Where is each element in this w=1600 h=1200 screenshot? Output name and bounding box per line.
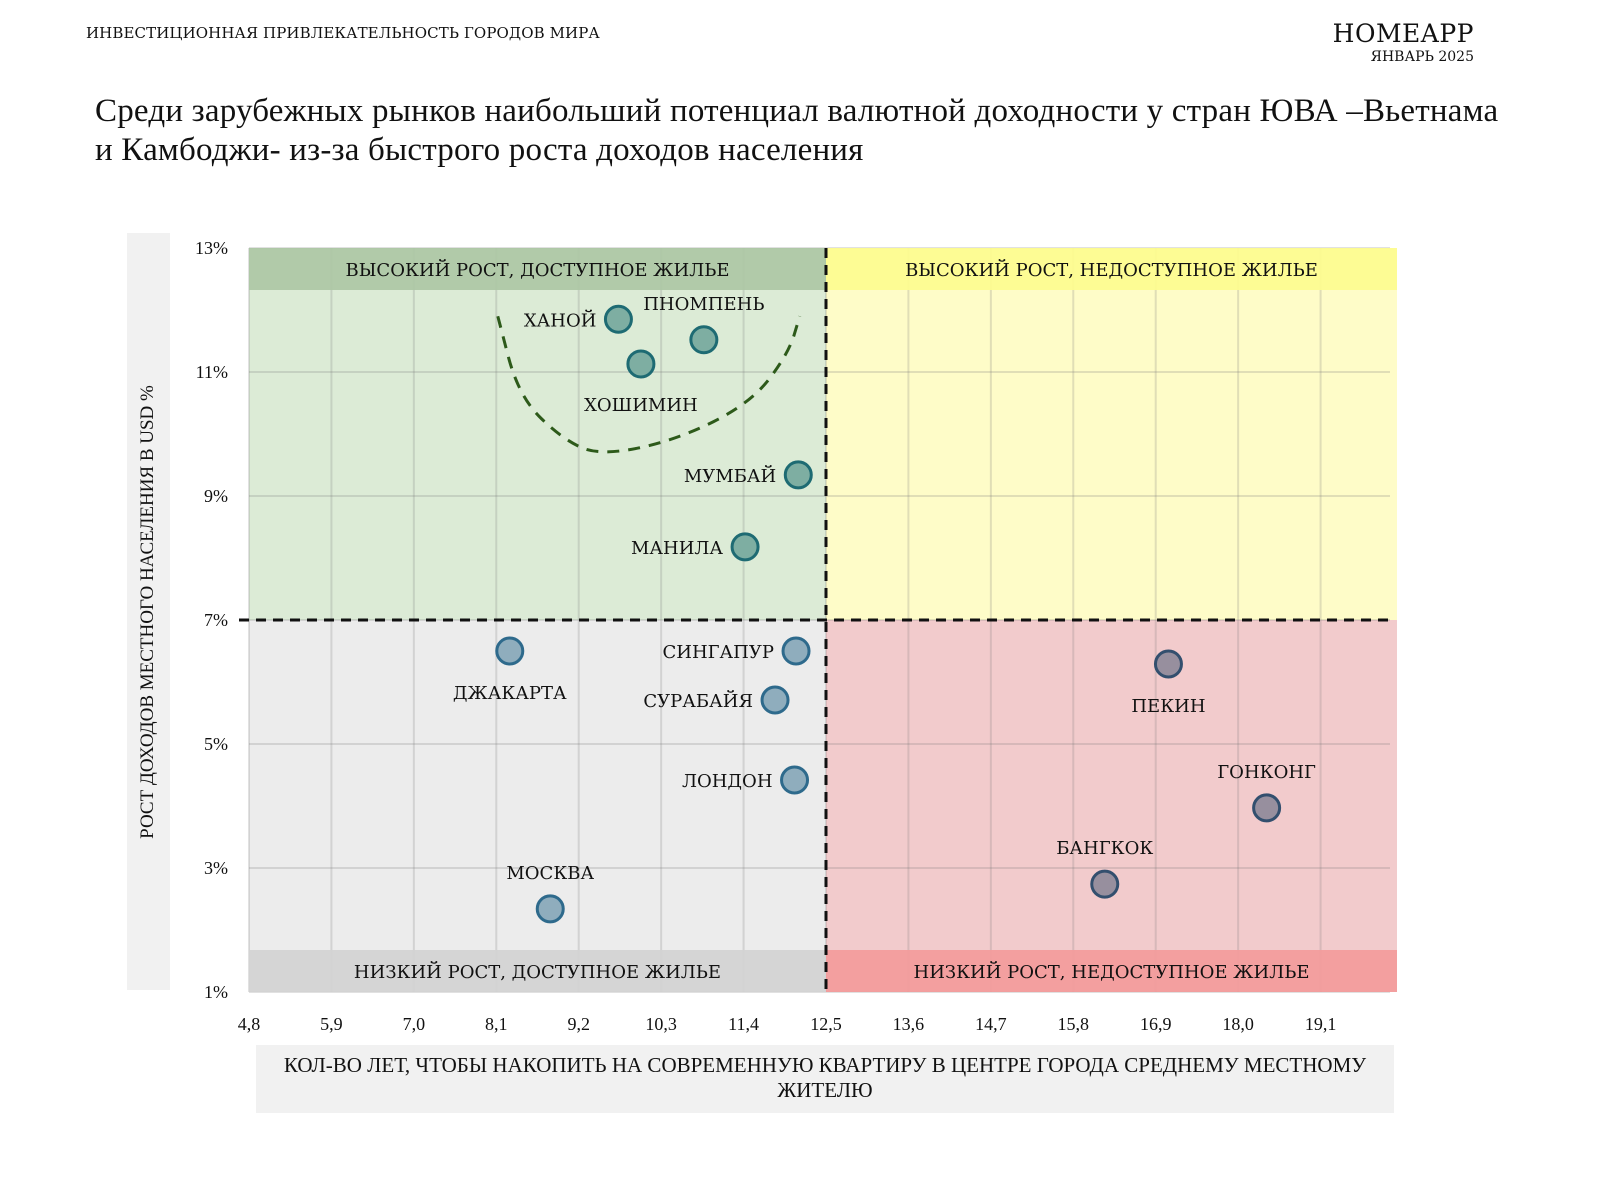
data-point — [495, 636, 525, 666]
data-point — [689, 325, 719, 355]
data-label: ГОНКОНГ — [1217, 762, 1316, 783]
data-point — [626, 349, 656, 379]
quadrant-top-left — [249, 248, 826, 620]
y-tick-label: 7% — [204, 610, 228, 630]
y-tick-label: 9% — [204, 486, 228, 506]
report-date: ЯНВАРЬ 2025 — [1370, 49, 1474, 65]
chart-title: Среди зарубежных рынков наибольший потен… — [95, 93, 1499, 168]
data-label: СУРАБАЙЯ — [643, 689, 753, 712]
x-tick-label: 10,3 — [645, 1014, 677, 1034]
y-axis-label-box — [127, 233, 170, 990]
data-point — [1153, 649, 1183, 679]
y-tick-label: 5% — [204, 734, 228, 754]
x-tick-label: 16,9 — [1140, 1014, 1172, 1034]
quadrant-bottom-right — [826, 620, 1397, 992]
data-point — [781, 636, 811, 666]
data-label: ХАНОЙ — [524, 308, 597, 331]
data-label: ХОШИМИН — [584, 395, 698, 416]
data-point — [1090, 869, 1120, 899]
x-tick-label: 15,8 — [1058, 1014, 1090, 1034]
data-point — [1252, 793, 1282, 823]
x-tick-label: 11,4 — [728, 1014, 759, 1034]
data-point — [603, 304, 633, 334]
x-tick-label: 9,2 — [567, 1014, 590, 1034]
data-point — [730, 532, 760, 562]
quadrant-label-top-left: ВЫСОКИЙ РОСТ, ДОСТУПНОЕ ЖИЛЬЕ — [345, 258, 729, 281]
brand-block: HOMEAPP ЯНВАРЬ 2025 — [1333, 20, 1474, 66]
quadrant-label-top-right: ВЫСОКИЙ РОСТ, НЕДОСТУПНОЕ ЖИЛЬЕ — [905, 258, 1318, 281]
data-label: МАНИЛА — [631, 538, 723, 559]
section-title: ИНВЕСТИЦИОННАЯ ПРИВЛЕКАТЕЛЬНОСТЬ ГОРОДОВ… — [86, 24, 600, 42]
data-label: МУМБАЙ — [684, 464, 776, 487]
data-label: ЛОНДОН — [682, 771, 773, 792]
brand-logo: HOMEAPP — [1332, 19, 1474, 48]
x-tick-label: 18,0 — [1222, 1014, 1254, 1034]
x-tick-label: 5,9 — [320, 1014, 343, 1034]
quadrant-band-bottom-right — [826, 950, 1397, 992]
x-tick-label: 4,8 — [238, 1014, 261, 1034]
data-point — [760, 685, 790, 715]
x-tick-label: 14,7 — [975, 1014, 1007, 1034]
data-label: ПНОМПЕНЬ — [643, 294, 764, 315]
x-tick-label: 8,1 — [485, 1014, 508, 1034]
data-point — [535, 894, 565, 924]
x-tick-label: 12,5 — [810, 1014, 842, 1034]
quadrant-label-bottom-left: НИЗКИЙ РОСТ, ДОСТУПНОЕ ЖИЛЬЕ — [354, 960, 721, 983]
y-tick-label: 1% — [204, 982, 228, 1002]
quadrant-label-bottom-right: НИЗКИЙ РОСТ, НЕДОСТУПНОЕ ЖИЛЬЕ — [914, 960, 1310, 983]
quadrant-band-bottom-left — [249, 950, 826, 992]
cluster-outline-curve — [496, 315, 802, 454]
data-label: БАНГКОК — [1056, 838, 1153, 859]
quadrant-bottom-left — [249, 620, 826, 992]
x-tick-label: 13,6 — [893, 1014, 925, 1034]
y-tick-label: 3% — [204, 858, 228, 878]
x-tick-label: 19,1 — [1305, 1014, 1337, 1034]
data-point — [783, 460, 813, 490]
data-label: ПЕКИН — [1131, 696, 1205, 717]
y-tick-label: 13% — [195, 238, 228, 258]
quadrant-band-top-left — [249, 248, 826, 290]
quadrant-top-right — [826, 248, 1397, 620]
y-tick-label: 11% — [196, 362, 228, 382]
data-label: СИНГАПУР — [662, 642, 774, 663]
x-axis-label: КОЛ-ВО ЛЕТ, ЧТОБЫ НАКОПИТЬ НА СОВРЕМЕННУ… — [256, 1045, 1394, 1113]
data-point — [780, 765, 810, 795]
data-label: ДЖАКАРТА — [453, 683, 567, 704]
x-tick-label: 7,0 — [403, 1014, 426, 1034]
quadrant-band-top-right — [826, 248, 1397, 290]
data-label: МОСКВА — [506, 863, 594, 884]
